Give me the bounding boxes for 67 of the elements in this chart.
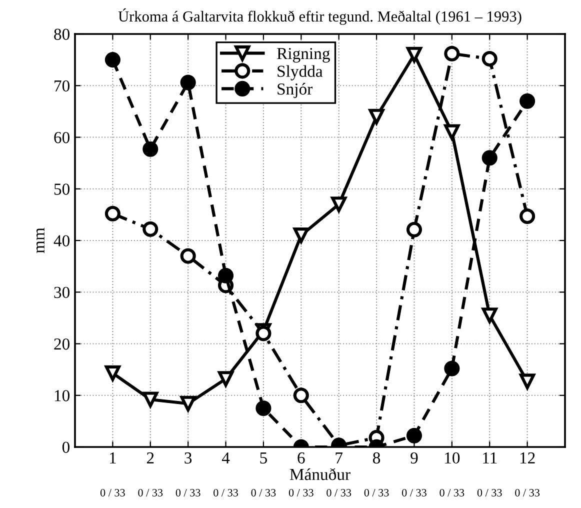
point	[331, 196, 347, 212]
point	[180, 396, 196, 412]
y-tick-label: 30	[54, 286, 70, 298]
y-tick-label: 60	[54, 132, 70, 144]
legend-label: Slydda	[278, 65, 323, 80]
x-tick-label: 5	[260, 452, 267, 464]
point	[104, 52, 120, 68]
point	[482, 308, 498, 324]
chart-title: Úrkoma á Galtarvita flokkuð eftir tegund. Meðaltal (1961 – 1993)	[118, 8, 522, 25]
point	[180, 248, 196, 264]
point	[482, 150, 498, 166]
x-tick-label: 6	[298, 452, 305, 464]
text: 0 / 33	[364, 488, 389, 496]
legend-label: Snjór	[278, 82, 313, 98]
point	[444, 360, 460, 376]
x-tick-label: 9	[410, 452, 418, 464]
text: 0 / 33	[288, 488, 314, 496]
text: 0 / 33	[251, 488, 276, 496]
y-tick-label: 10	[54, 390, 70, 402]
point	[218, 268, 234, 284]
y-tick-label: 20	[54, 338, 70, 350]
point	[368, 108, 384, 124]
text: 0 / 33	[402, 488, 426, 496]
x-axis-title: Mánuður	[290, 468, 350, 480]
point	[142, 141, 158, 157]
text: 0 / 33	[477, 488, 502, 496]
point	[104, 206, 120, 222]
y-tick-label: 50	[54, 184, 70, 195]
x-tick-label: 11	[483, 452, 497, 464]
point	[406, 428, 422, 444]
y-tick-label: 40	[54, 235, 70, 246]
point	[180, 74, 196, 90]
point	[520, 93, 536, 109]
x-tick-label: 3	[184, 452, 192, 464]
x-tick-label: 10	[445, 452, 460, 464]
point	[142, 221, 158, 237]
point	[218, 371, 234, 387]
x-tick-label: 2	[146, 452, 154, 464]
point	[293, 228, 309, 244]
point	[444, 46, 460, 62]
point	[256, 400, 272, 416]
point	[293, 388, 309, 404]
text: 0 / 33	[515, 488, 540, 496]
point	[406, 46, 422, 62]
legend-label: Rigning	[277, 48, 330, 63]
point	[520, 374, 536, 390]
x-tick-label: 4	[222, 452, 230, 464]
y-tick-label: 0	[62, 442, 70, 453]
point	[142, 392, 158, 408]
x-tick-label: 7	[336, 452, 343, 464]
x-tick-label: 1	[110, 452, 116, 464]
x-tick-label: 8	[373, 452, 380, 464]
x-tick-label: 12	[520, 452, 535, 464]
y-tick-label: 80	[54, 28, 70, 40]
point	[406, 222, 422, 238]
point	[444, 124, 460, 140]
text: 0 / 33	[326, 488, 352, 496]
point	[104, 365, 120, 381]
point	[482, 51, 498, 67]
text: 0 / 33	[440, 488, 464, 496]
y-tick-label: 70	[54, 80, 70, 92]
text: 0 / 33	[214, 488, 238, 496]
text: 0 / 33	[138, 488, 163, 496]
point	[520, 208, 536, 224]
text: 0 / 33	[100, 488, 125, 496]
text: 0 / 33	[176, 488, 200, 496]
y-axis-title: mm	[36, 228, 44, 254]
